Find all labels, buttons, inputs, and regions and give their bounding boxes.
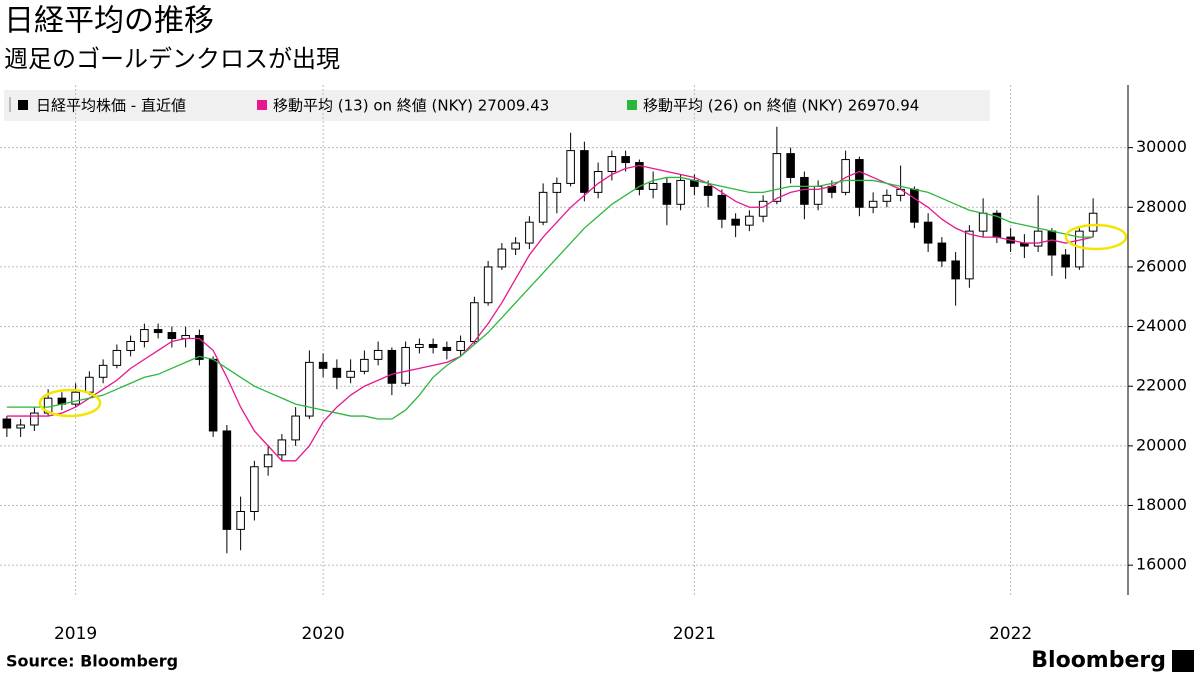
candle-body — [910, 188, 919, 223]
legend-label: 移動平均 (13) on 終値 (NKY) 27009.43 — [273, 97, 549, 115]
candle-body — [538, 191, 548, 223]
candle-body — [208, 358, 218, 432]
candle-body — [868, 200, 878, 208]
candle-body — [222, 430, 232, 530]
candle-body — [318, 361, 328, 369]
candle-body — [580, 150, 589, 193]
candle-body — [428, 343, 438, 348]
legend-label: 移動平均 (26) on 終値 (NKY) 26970.94 — [643, 97, 919, 115]
candle-body — [758, 200, 768, 217]
candle-body — [896, 188, 905, 196]
candle-body — [250, 466, 259, 512]
candle-body — [456, 340, 465, 351]
y-tick-label: 24000 — [1136, 316, 1187, 335]
candle-body — [552, 182, 562, 193]
x-tick-label: 2020 — [301, 624, 344, 644]
candle-body — [593, 170, 603, 193]
candle-body — [882, 194, 892, 202]
candle-body — [373, 349, 383, 360]
chart-subtitle: 週足のゴールデンクロスが出現 — [4, 45, 340, 73]
candle-body — [1033, 230, 1043, 247]
y-tick-label: 26000 — [1136, 256, 1187, 275]
candle-body — [717, 194, 727, 220]
candle-body — [1088, 212, 1098, 232]
candle-body — [1047, 230, 1057, 256]
candle-body — [442, 346, 452, 351]
highlight-ellipse — [38, 388, 102, 418]
candle-body — [305, 361, 314, 417]
plot-area: 16000 18000 20000 22000 24000 26000 28000 30000… — [0, 85, 1187, 644]
candle-body — [978, 212, 988, 232]
candle-body — [511, 242, 520, 250]
x-tick-label: 2021 — [673, 624, 716, 644]
candle-body — [30, 412, 39, 426]
candle-body — [277, 439, 287, 456]
logo: Bloomberg — [1031, 648, 1166, 673]
legend-swatch — [257, 100, 267, 110]
candle-body — [263, 454, 273, 468]
candle-body — [140, 329, 149, 342]
candle-body — [195, 335, 204, 360]
candle-body — [937, 242, 947, 262]
y-tick-label: 18000 — [1136, 495, 1187, 514]
legend-swatch — [18, 100, 28, 110]
candle-body — [291, 415, 300, 441]
candle-body — [497, 248, 507, 268]
candle-body — [662, 182, 672, 205]
candle-body — [923, 221, 933, 244]
candle-body — [800, 176, 809, 205]
candle-body — [153, 329, 163, 334]
candle-body — [525, 221, 534, 244]
candle-body — [16, 424, 25, 429]
legend-swatch — [627, 100, 637, 110]
y-tick-label: 22000 — [1136, 376, 1187, 395]
x-tick-label: 2022 — [989, 624, 1032, 644]
moving-average-line — [6, 176, 1094, 420]
candle-body — [483, 266, 493, 304]
candle-body — [1061, 254, 1070, 268]
candle-body — [332, 367, 342, 378]
highlight-ellipse — [1064, 223, 1128, 251]
candle-body — [951, 260, 960, 280]
moving-average-line — [6, 164, 1094, 462]
legend-label: 日経平均株価 - 直近値 — [36, 97, 186, 115]
y-tick-label: 16000 — [1136, 555, 1187, 574]
chart-title: 日経平均の推移 — [4, 4, 214, 39]
y-tick-label: 28000 — [1136, 197, 1187, 216]
candle-body — [2, 418, 12, 429]
logo-icon — [1172, 650, 1194, 672]
candle-body — [126, 340, 135, 351]
candle-body — [415, 343, 424, 348]
source: Source: Bloomberg — [6, 652, 178, 671]
legend-box — [4, 90, 990, 121]
x-tick-label: 2019 — [54, 624, 97, 644]
candle-body — [965, 230, 974, 280]
candle-body — [676, 179, 685, 205]
candle-body — [470, 302, 479, 342]
candle-body — [635, 162, 644, 190]
candle-body — [648, 182, 658, 190]
candle-body — [360, 358, 369, 372]
candle-body — [745, 215, 754, 226]
candle-body — [346, 370, 355, 378]
y-tick-label: 30000 — [1136, 137, 1187, 156]
candle-body — [566, 150, 575, 184]
y-tick-label: 20000 — [1136, 435, 1187, 454]
candle-body — [401, 346, 410, 384]
candle-body — [703, 185, 713, 196]
candle-body — [772, 153, 782, 202]
candle-body — [786, 153, 795, 178]
candle-body — [85, 376, 94, 393]
candle-body — [855, 159, 864, 208]
candle-body — [112, 349, 122, 366]
candle-body — [236, 510, 245, 530]
candle-body — [71, 391, 80, 405]
candle-body — [621, 156, 630, 164]
candle-body — [607, 156, 617, 172]
candle-body — [98, 364, 108, 378]
candle-body — [731, 218, 740, 226]
candle-body — [167, 332, 177, 340]
candle-body — [387, 349, 397, 384]
